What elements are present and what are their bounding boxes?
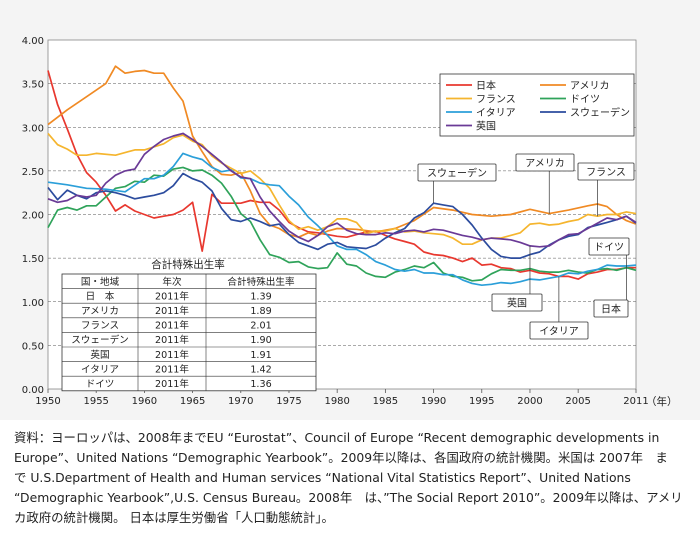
table-cell: 2011年 — [155, 378, 189, 390]
series-line-0 — [47, 70, 636, 280]
table-cell: 1.91 — [250, 350, 271, 361]
y-tick-label: 2.50 — [22, 167, 44, 178]
table-cell: 1.89 — [250, 306, 271, 317]
axis-layer: 0.00 0.50 1.00 1.50 2.00 2.50 3.00 3.50 4.00 1950… — [22, 36, 649, 407]
chart-area: 0.00 0.50 1.00 1.50 2.00 2.50 3.00 3.50 4.00 1950… — [0, 0, 700, 420]
table-cell: 2011年 — [155, 290, 189, 302]
table-header: 年次 — [162, 276, 182, 288]
source-note: 資料：ヨーロッパは、2008年までEU “Eurostat”、Council o… — [14, 428, 686, 528]
x-tick-label: 1975 — [276, 396, 301, 407]
callout-box — [593, 299, 629, 318]
callout-label: 日本 — [601, 303, 621, 316]
legend-label: 日本 — [476, 79, 496, 92]
x-tick-label: 1960 — [132, 396, 157, 407]
legend-label: イタリア — [476, 107, 516, 119]
legend-label: アメリカ — [570, 80, 610, 92]
series-line-2 — [47, 132, 637, 246]
table-cell: 1.36 — [250, 379, 271, 390]
x-axis-unit: （年） — [646, 395, 678, 408]
x-tick-label: 1985 — [373, 396, 398, 407]
callout-label: スウェーデン — [427, 167, 487, 180]
table-cell: 1.90 — [250, 335, 271, 346]
table-cell: 2011年 — [155, 349, 189, 361]
x-tick-label: 2000 — [517, 396, 542, 407]
table-cell: アメリカ — [81, 306, 119, 317]
series-line-3 — [47, 166, 637, 282]
callout-box — [588, 237, 630, 256]
table-cell: 2011年 — [155, 320, 189, 332]
y-tick-label: 3.00 — [22, 123, 44, 134]
table-cell: 2011年 — [155, 363, 189, 375]
x-tick-label: 1995 — [469, 396, 494, 407]
source-text: ヨーロッパは、2008年までEU “Eurostat”、Council of E… — [14, 430, 683, 525]
series-line-1 — [47, 65, 637, 239]
legend-label: ドイツ — [570, 95, 600, 106]
source-prefix: 資料： — [14, 430, 52, 445]
legend-label: フランス — [476, 94, 516, 106]
series-line-6 — [47, 132, 637, 248]
x-tick-label: 1980 — [324, 396, 349, 407]
x-tick-label: 2005 — [565, 396, 590, 407]
x-tick-label: 1950 — [35, 396, 60, 407]
table-cell: 英国 — [90, 349, 109, 361]
table-cell: 1.42 — [250, 364, 271, 375]
table-cell: 日 本 — [86, 290, 115, 302]
table-cell: スウェーデン — [71, 334, 129, 346]
x-tick-label: 1955 — [83, 396, 108, 407]
table-cell: 1.39 — [250, 291, 271, 302]
series-line-5 — [47, 172, 637, 259]
callout-box — [491, 293, 543, 312]
x-tick-label: 1965 — [180, 396, 205, 407]
callout-label: ドイツ — [594, 243, 624, 254]
table-title: 合計特殊出生率 — [151, 258, 225, 271]
x-tick-label: 1990 — [421, 396, 446, 407]
callout-label: 英国 — [507, 297, 527, 310]
callout-label: イタリア — [539, 326, 579, 338]
y-tick-label: 0.50 — [22, 341, 44, 352]
table-cell: 2011年 — [155, 334, 189, 346]
fertility-rate-chart: 0.00 0.50 1.00 1.50 2.00 2.50 3.00 3.50 4.00 1950… — [22, 36, 678, 408]
table-cell: ドイツ — [86, 379, 115, 390]
y-tick-label: 1.50 — [22, 254, 44, 265]
y-tick-label: 3.50 — [22, 80, 44, 91]
callout-box — [577, 162, 635, 181]
table-cell: 2011年 — [155, 305, 189, 317]
series-line-4 — [47, 152, 637, 287]
x-tick-label: 1970 — [228, 396, 253, 407]
callout-box — [529, 321, 589, 340]
table-cell: イタリア — [81, 364, 119, 375]
legend-label: スウェーデン — [570, 106, 630, 119]
table-cell: フランス — [81, 321, 119, 332]
callout-label: フランス — [586, 167, 626, 179]
callout-box — [417, 163, 497, 182]
table-cell: 2.01 — [250, 321, 271, 332]
y-tick-label: 0.00 — [22, 385, 44, 396]
table-header: 合計特殊出生率 — [227, 276, 295, 288]
legend-frame — [439, 73, 635, 137]
x-tick-label: 2011 — [623, 396, 648, 407]
table-header: 国・地域 — [81, 276, 120, 288]
y-tick-label: 2.00 — [22, 211, 44, 222]
series-layer — [47, 65, 637, 287]
y-tick-label: 1.00 — [22, 298, 44, 309]
callout-box — [515, 153, 575, 172]
legend-label: 英国 — [476, 120, 496, 133]
callout-label: アメリカ — [525, 158, 565, 170]
y-tick-label: 4.00 — [22, 36, 44, 47]
